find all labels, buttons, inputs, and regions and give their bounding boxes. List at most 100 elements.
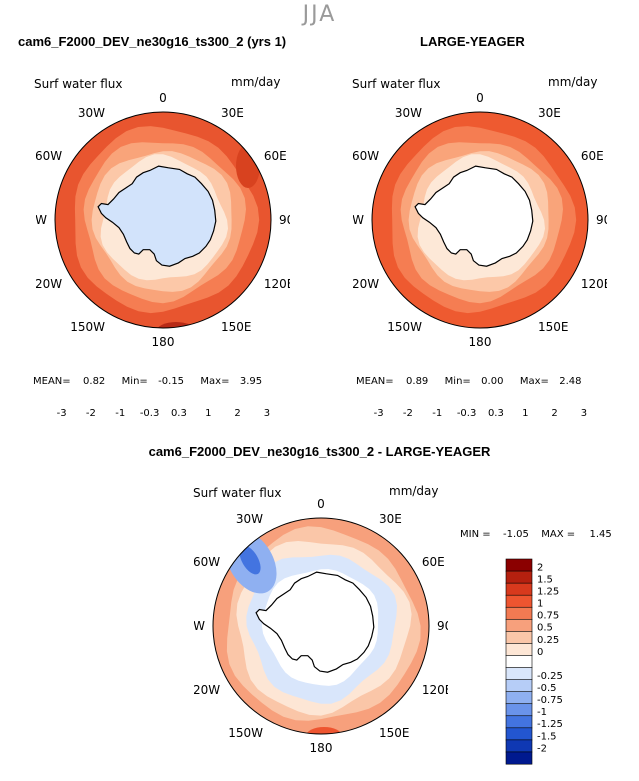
diff-colorbar-tick-label: 1.5: [537, 575, 553, 586]
diff-lon-label: 120E: [422, 683, 448, 697]
diff-colorbar-swatch: [505, 570, 533, 584]
diff-colorbar-swatch: [505, 582, 533, 596]
diff-field-pos: [306, 727, 342, 734]
panel1-colorbar-tick-label: 3: [264, 408, 270, 419]
diff-max-value: 1.45: [589, 529, 612, 540]
diff-colorbar-swatch: [505, 751, 533, 765]
diff-colorbar-swatch: [505, 655, 533, 669]
season-title: JJA: [302, 2, 337, 27]
panel2-lon-label: 90W: [353, 213, 364, 227]
panel1-colorbar-tick-label: -3: [57, 408, 67, 419]
diff-lon-label: 150E: [379, 726, 410, 740]
diff-map: 0 30E 60E 90E 120E 150E 180 150W 120W 90W 60W 30W: [194, 497, 448, 755]
diff-colorbar-swatch: [505, 703, 533, 717]
panel1-title: cam6_F2000_DEV_ne30g16_ts300_2 (yrs 1): [18, 34, 287, 49]
diff-colorbar-tick-label: -1: [537, 707, 547, 718]
diff-colorbar-tick-label: -0.25: [537, 671, 563, 682]
diff-colorbar-swatch: [505, 618, 533, 632]
diff-map-border: [212, 517, 430, 735]
diff-colorbar-swatch: [505, 558, 533, 572]
panel1-continent: [97, 165, 217, 267]
panel1-lon-label: 150W: [70, 320, 105, 334]
diff-colorbar-tick-label: 0.25: [537, 635, 559, 646]
diff-colorbar-tick-label: -2: [537, 743, 547, 754]
diff-field-neg3: [239, 545, 261, 575]
panel2-lon-label: 30W: [395, 106, 422, 120]
diff-colorbar-tick-label: -0.5: [537, 683, 557, 694]
panel1-mean-value: 0.82: [83, 376, 106, 387]
panel2-max-label: Max=: [519, 376, 549, 387]
panel2-map: 0 30E 60E 90E 120E 150E 180 150W 120W 90W 60W 30W: [353, 91, 607, 349]
panel1-colorbar-tick-label: -0.3: [140, 408, 160, 419]
panel1-colorbar-tick-label: -1: [115, 408, 125, 419]
panel1-lon-label: 30E: [221, 106, 244, 120]
panel1-map-border: [54, 111, 272, 329]
diff-colorbar-tick-label: 0.75: [537, 611, 559, 622]
diff-lon-label: 60W: [194, 555, 220, 569]
diff-colorbar-tick-label: -1.5: [537, 731, 557, 742]
panel1-variable-label: Surf water flux: [34, 77, 123, 91]
panel1-lon-label: 150E: [221, 320, 252, 334]
diff-colorbar-swatch: [505, 667, 533, 681]
panel1-lon-label: 90E: [279, 213, 290, 227]
panel2-colorbar-tick-label: 1: [522, 408, 528, 419]
panel1-colorbar-tick-label: 2: [234, 408, 240, 419]
panel2-units-label: mm/day: [548, 75, 598, 89]
diff-colorbar-tick-label: 0.5: [537, 623, 553, 634]
panel2-colorbar-tick-label: -1: [432, 408, 442, 419]
panel2-mean-value: 0.89: [406, 376, 429, 387]
diff-colorbar-swatch: [505, 594, 533, 608]
panel1-lon-label: 30W: [78, 106, 105, 120]
diff-lon-label: 150W: [228, 726, 263, 740]
panel2-colorbar-tick-label: 0.3: [488, 408, 504, 419]
panel2-title: LARGE-YEAGER: [420, 34, 525, 49]
panel2-lon-label: 120W: [353, 277, 379, 291]
diff-colorbar-tick-label: -1.25: [537, 719, 563, 730]
diff-colorbar-tick-label: -0.75: [537, 695, 563, 706]
diff-colorbar-swatch: [505, 643, 533, 656]
diff-units-label: mm/day: [389, 484, 439, 498]
panel2-lon-label: 0: [476, 91, 484, 105]
diff-max-label: MAX =: [541, 529, 576, 540]
diff-lon-label: 90E: [437, 619, 448, 633]
panel1-min-label: Min=: [121, 376, 148, 387]
diff-colorbar: 21.51.2510.750.50.250-0.25-0.5-0.75-1-1.…: [505, 558, 563, 765]
diff-colorbar-swatch: [505, 739, 533, 753]
diff-lon-label: 120W: [194, 683, 220, 697]
panel2-lon-label: 60W: [353, 149, 379, 163]
panel2-min-label: Min=: [444, 376, 471, 387]
diff-colorbar-tick-label: 1.25: [537, 587, 559, 598]
panel1-max-value: 3.95: [239, 376, 263, 387]
panel2-colorbar-tick-label: -2: [403, 408, 413, 419]
panel1-colorbar-tick-label: -2: [86, 408, 96, 419]
panel1-colorbar-tick-label: 1: [205, 408, 211, 419]
panel1-lon-label: 60E: [264, 149, 287, 163]
panel2-min-value: 0.00: [481, 376, 504, 387]
diff-min-value: -1.05: [503, 529, 529, 540]
panel2-colorbar-tick-label: 3: [581, 408, 587, 419]
diff-continent: [255, 571, 375, 673]
panel1-lon-label: 60W: [36, 149, 62, 163]
panel1-min-value: -0.15: [158, 376, 185, 387]
panel2-lon-label: 150W: [387, 320, 422, 334]
diff-minmax: MIN = -1.05 MAX = 1.45: [460, 529, 612, 540]
panel1-lon-label: 0: [159, 91, 167, 105]
panel1-lon-label: 90W: [36, 213, 47, 227]
panel1-lon-label: 180: [152, 335, 175, 349]
panel2-lon-label: 120E: [581, 277, 607, 291]
diff-colorbar-swatch: [505, 679, 533, 693]
panel2-max-value: 2.48: [559, 376, 582, 387]
diff-variable-label: Surf water flux: [193, 486, 282, 500]
diff-min-label: MIN =: [460, 529, 491, 540]
diff-colorbar-swatch: [505, 715, 533, 729]
diff-colorbar-swatch: [505, 727, 533, 741]
panel1-map: 0 30E 60E 90E 120E 150E 180 150W 120W 90W 60W 30W: [36, 91, 290, 349]
panel1-lon-label: 120W: [36, 277, 62, 291]
panel2-lon-label: 60E: [581, 149, 604, 163]
diff-lon-label: 0: [317, 497, 325, 511]
panel1-units-label: mm/day: [231, 75, 281, 89]
diff-colorbar-tick-label: 1: [537, 599, 543, 610]
panel2-mean-label: MEAN=: [356, 376, 394, 387]
panel2-lon-label: 180: [469, 335, 492, 349]
diff-lon-label: 90W: [194, 619, 205, 633]
